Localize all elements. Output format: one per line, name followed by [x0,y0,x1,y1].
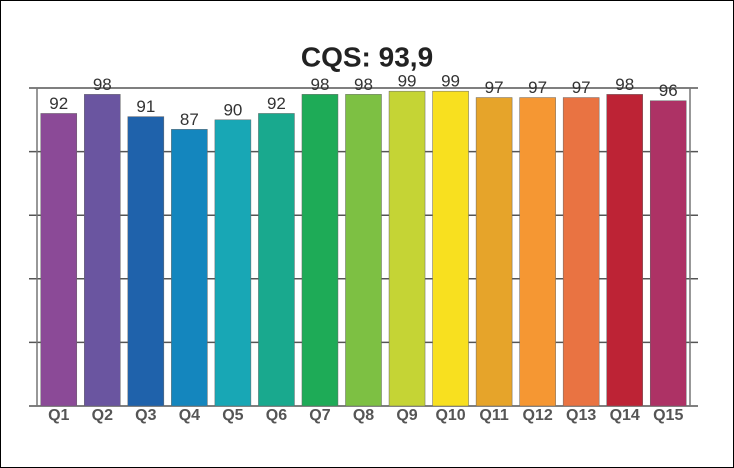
bar [388,90,426,407]
bar [562,97,600,407]
x-tick-label: Q8 [353,407,374,424]
bar [40,113,78,407]
x-tick-label: Q15 [653,407,683,424]
bar [301,94,339,407]
x-tick-label: Q12 [523,407,553,424]
x-tick-label: Q4 [179,407,200,424]
bar [345,94,382,407]
bar [127,116,165,407]
x-tick-label: Q14 [610,407,640,424]
value-label: 97 [485,78,504,97]
value-label: 96 [659,81,678,100]
chart-title: CQS: 93,9 [301,41,433,72]
x-tick-label: Q7 [309,407,330,424]
bar [649,100,687,407]
bar [519,97,556,407]
value-label: 92 [49,94,68,113]
x-tick-label: Q1 [48,407,69,424]
value-label: 92 [267,94,286,113]
value-label: 97 [528,78,547,97]
value-label: 99 [398,72,417,91]
x-tick-label: Q2 [92,407,113,424]
bar [171,129,208,407]
value-label: 90 [223,100,242,119]
x-tick-label: Q11 [479,407,508,424]
x-tick-label: Q6 [266,407,287,424]
value-label: 98 [93,75,112,94]
x-tick-label: Q9 [396,407,417,424]
x-tick-label: Q3 [135,407,156,424]
bar [432,90,469,407]
value-label: 91 [136,97,155,116]
bar [214,119,252,407]
value-label: 99 [441,72,460,91]
x-tick-label: Q10 [435,407,465,424]
bar [606,94,643,407]
bar [258,113,295,407]
value-label: 97 [572,78,591,97]
x-tick-label: Q5 [222,407,243,424]
value-label: 87 [180,110,199,129]
bar [84,94,121,407]
value-label: 98 [615,75,634,94]
value-label: 98 [311,75,330,94]
bar [475,97,513,407]
x-tick-label: Q13 [566,407,596,424]
value-label: 98 [354,75,373,94]
